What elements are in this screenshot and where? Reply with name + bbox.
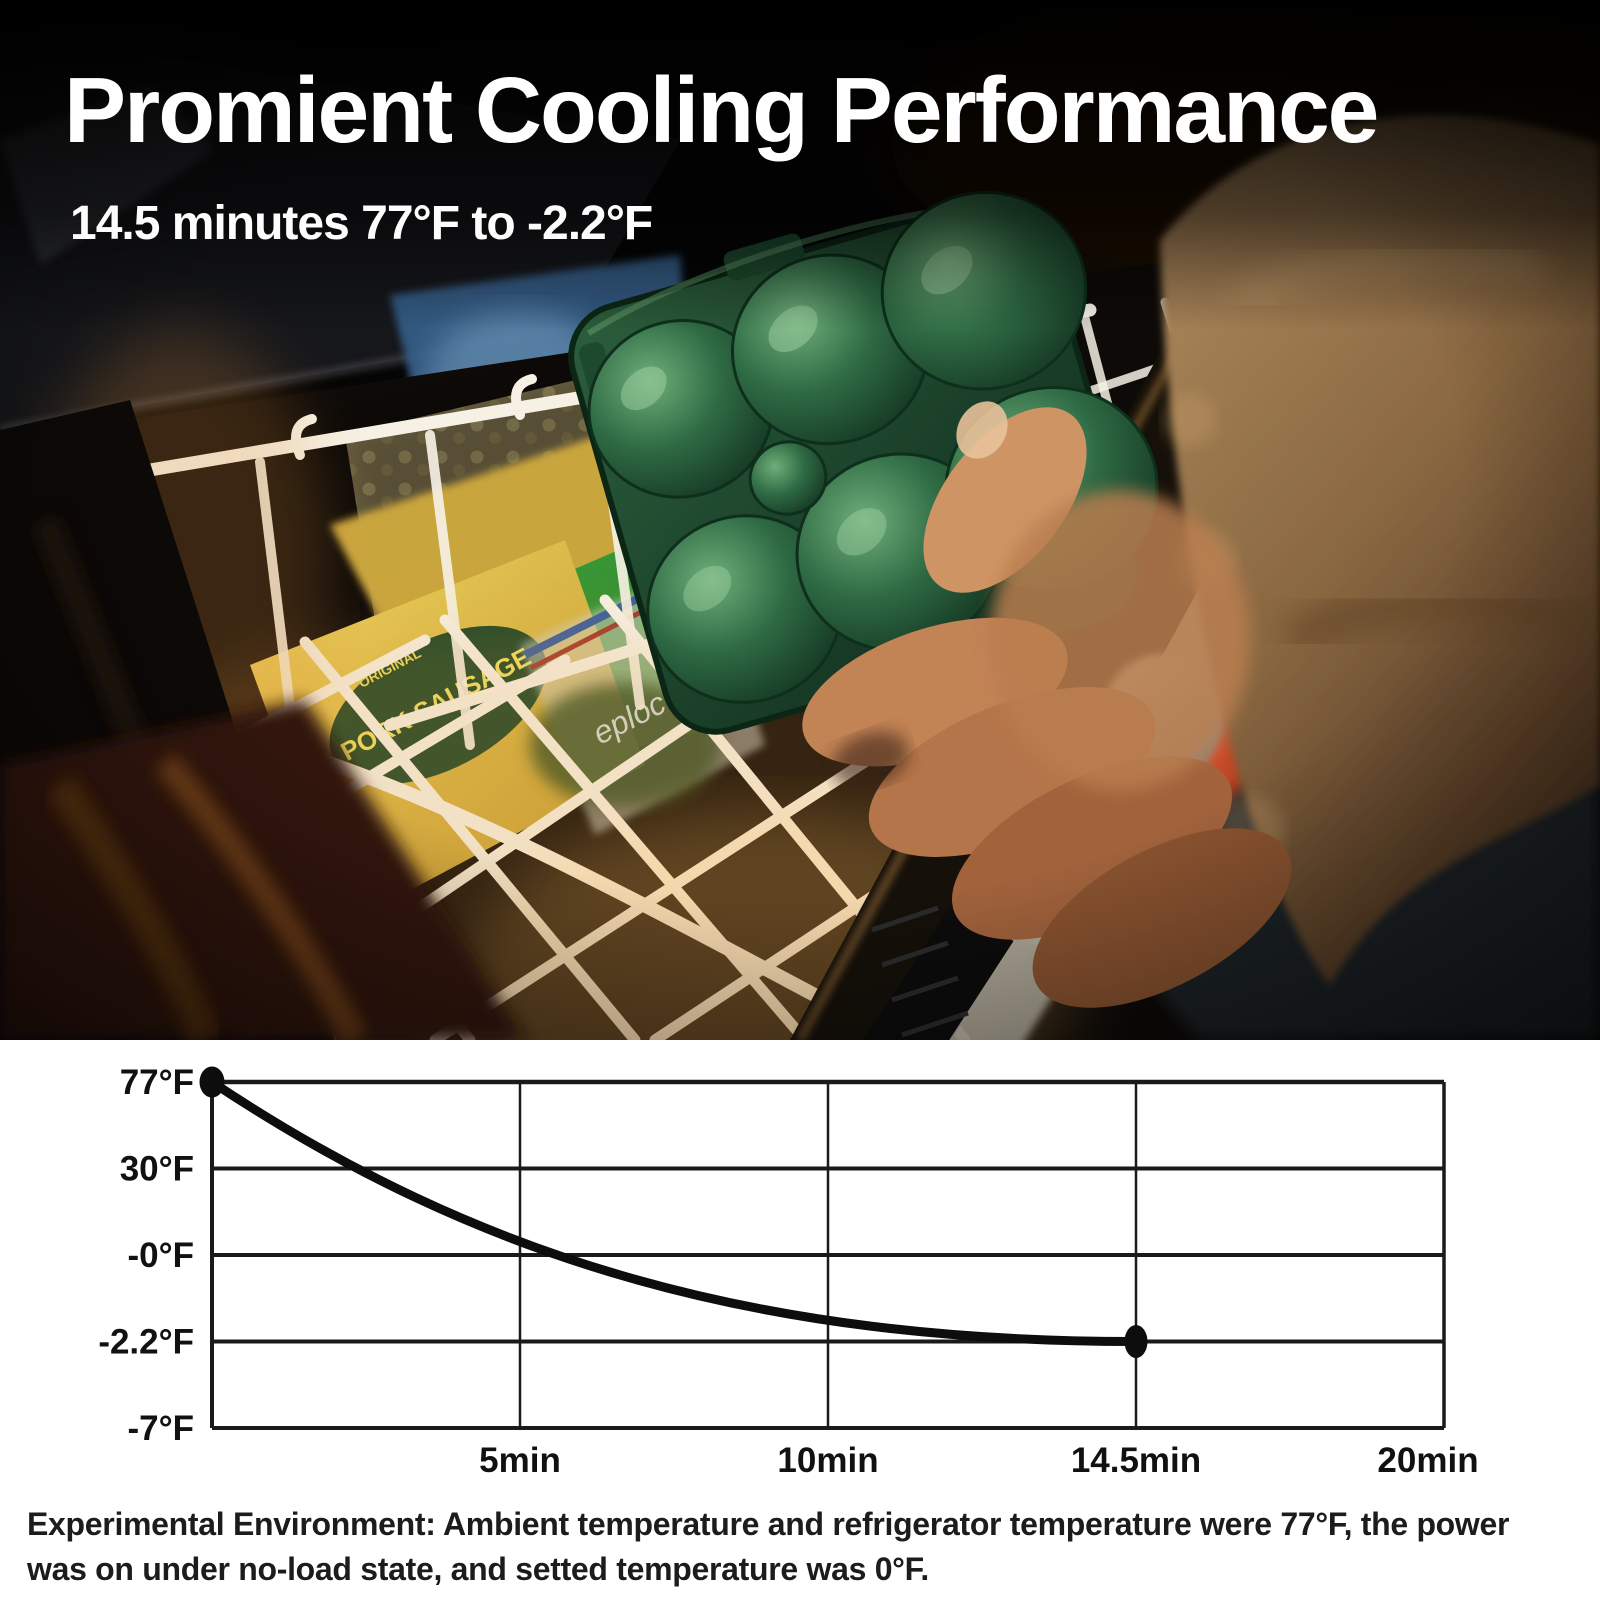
y-tick-label: 30°F: [120, 1150, 194, 1189]
cooling-chart-section: 77°F 30°F -0°F -2.2°F -7°F 5min 10min 14.5min 20…: [0, 1040, 1600, 1500]
freezer-photo: ORIGINAL PORK SAUSAGE eploc: [0, 0, 1600, 1040]
x-tick-label: 10min: [777, 1441, 878, 1480]
hero-section: ORIGINAL PORK SAUSAGE eploc: [0, 0, 1600, 1040]
x-tick-label: 5min: [479, 1441, 561, 1480]
y-tick-label: 77°F: [120, 1063, 194, 1102]
experiment-footnote: Experimental Environment: Ambient temper…: [27, 1502, 1577, 1592]
y-tick-label: -0°F: [128, 1236, 195, 1275]
y-tick-label: -2.2°F: [98, 1323, 194, 1362]
cooling-chart-svg: 77°F 30°F -0°F -2.2°F -7°F 5min 10min 14.5min 20…: [98, 1063, 1478, 1480]
cooling-curve: [207, 1077, 1141, 1346]
x-tick-label: 20min: [1377, 1441, 1478, 1480]
end-point-marker: [1124, 1325, 1148, 1358]
y-tick-label: -7°F: [128, 1409, 195, 1448]
footnote-line-1: Experimental Environment: Ambient temper…: [27, 1506, 1510, 1542]
hero-title: Promient Cooling Performance: [64, 58, 1379, 162]
hero-subtitle: 14.5 minutes 77°F to -2.2°F: [70, 197, 653, 250]
x-tick-label: 14.5min: [1071, 1441, 1201, 1480]
footnote-line-2: was on under no-load state, and setted t…: [27, 1551, 929, 1587]
start-point-marker: [199, 1066, 225, 1098]
